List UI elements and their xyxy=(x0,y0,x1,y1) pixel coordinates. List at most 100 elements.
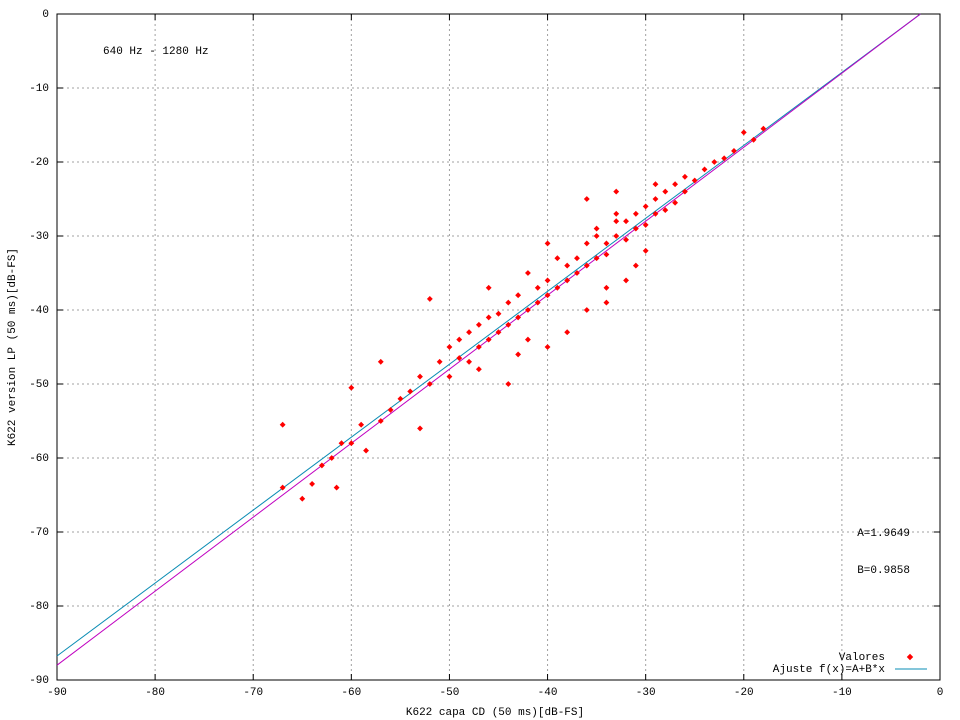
point xyxy=(466,329,472,336)
point xyxy=(377,418,384,424)
point xyxy=(750,136,757,143)
point xyxy=(456,336,463,343)
point xyxy=(475,321,482,328)
point xyxy=(466,358,472,365)
y-tick-label: -60 xyxy=(29,453,49,465)
point xyxy=(485,336,492,343)
point xyxy=(613,188,620,195)
point xyxy=(554,255,561,262)
point xyxy=(564,277,571,284)
y-tick-label: -70 xyxy=(29,527,49,539)
point xyxy=(603,240,610,247)
point xyxy=(279,484,286,491)
point xyxy=(613,233,620,239)
annotation: B=0.9858 xyxy=(857,565,910,577)
point xyxy=(485,284,492,291)
point xyxy=(652,196,659,202)
y-tick-label: -40 xyxy=(29,305,49,317)
point xyxy=(574,270,580,276)
point xyxy=(642,203,649,210)
x-tick-label: -80 xyxy=(145,687,165,699)
point xyxy=(623,236,629,243)
point xyxy=(623,218,629,225)
point xyxy=(583,307,590,313)
point xyxy=(363,447,369,454)
point xyxy=(593,225,600,232)
point xyxy=(731,147,737,154)
point xyxy=(593,233,600,239)
point xyxy=(446,373,453,380)
legend-label: Valores xyxy=(839,652,885,664)
point xyxy=(495,329,502,336)
point xyxy=(525,336,531,343)
point xyxy=(495,310,502,317)
point xyxy=(672,199,679,206)
point xyxy=(701,166,708,173)
point xyxy=(505,381,512,387)
point xyxy=(426,381,433,387)
point xyxy=(505,321,512,328)
point xyxy=(377,358,384,365)
x-tick-label: -10 xyxy=(832,687,852,699)
point xyxy=(279,421,286,428)
point xyxy=(613,218,620,225)
point xyxy=(603,284,610,291)
point xyxy=(544,277,551,284)
point xyxy=(505,299,512,306)
point xyxy=(681,188,688,195)
point xyxy=(475,366,482,373)
point xyxy=(338,440,345,447)
point xyxy=(740,129,747,136)
point xyxy=(632,225,639,232)
point xyxy=(309,480,316,487)
plot-frame xyxy=(56,13,941,681)
point xyxy=(333,484,340,491)
point xyxy=(623,277,629,284)
point xyxy=(760,125,767,132)
point xyxy=(436,358,443,365)
y-tick-label: -50 xyxy=(29,379,49,391)
point xyxy=(358,421,365,428)
point xyxy=(593,255,600,262)
legend-label: Ajuste f(x)=A+B*x xyxy=(773,664,886,676)
point xyxy=(672,181,679,188)
point xyxy=(642,247,649,254)
point xyxy=(681,173,688,180)
point xyxy=(632,262,639,269)
point xyxy=(446,344,453,350)
y-tick-label: -30 xyxy=(29,231,49,243)
x-tick-label: -50 xyxy=(440,687,460,699)
point xyxy=(544,292,551,299)
y-tick-label: 0 xyxy=(42,9,49,21)
point xyxy=(515,292,522,299)
y-tick-label: -90 xyxy=(29,675,49,687)
point xyxy=(475,344,482,350)
point xyxy=(632,210,639,217)
point xyxy=(652,181,659,188)
point xyxy=(348,440,355,447)
point xyxy=(417,373,423,380)
y-tick-label: -80 xyxy=(29,601,49,613)
legend-marker xyxy=(906,653,914,661)
point xyxy=(662,207,669,214)
point xyxy=(328,455,335,461)
point xyxy=(652,210,659,217)
point xyxy=(662,188,669,195)
point xyxy=(534,299,541,306)
point xyxy=(603,251,610,258)
point xyxy=(554,284,561,291)
point xyxy=(564,262,571,269)
point xyxy=(397,395,404,402)
point xyxy=(387,406,394,413)
point xyxy=(642,221,649,228)
point xyxy=(691,177,698,184)
annotation: A=1.9649 xyxy=(857,528,910,540)
point xyxy=(348,384,355,391)
point xyxy=(485,314,492,321)
point xyxy=(564,329,571,336)
point xyxy=(456,355,463,362)
fit-line xyxy=(56,13,921,657)
point xyxy=(515,351,522,358)
x-axis-label: K622 capa CD (50 ms)[dB-FS] xyxy=(406,707,584,719)
